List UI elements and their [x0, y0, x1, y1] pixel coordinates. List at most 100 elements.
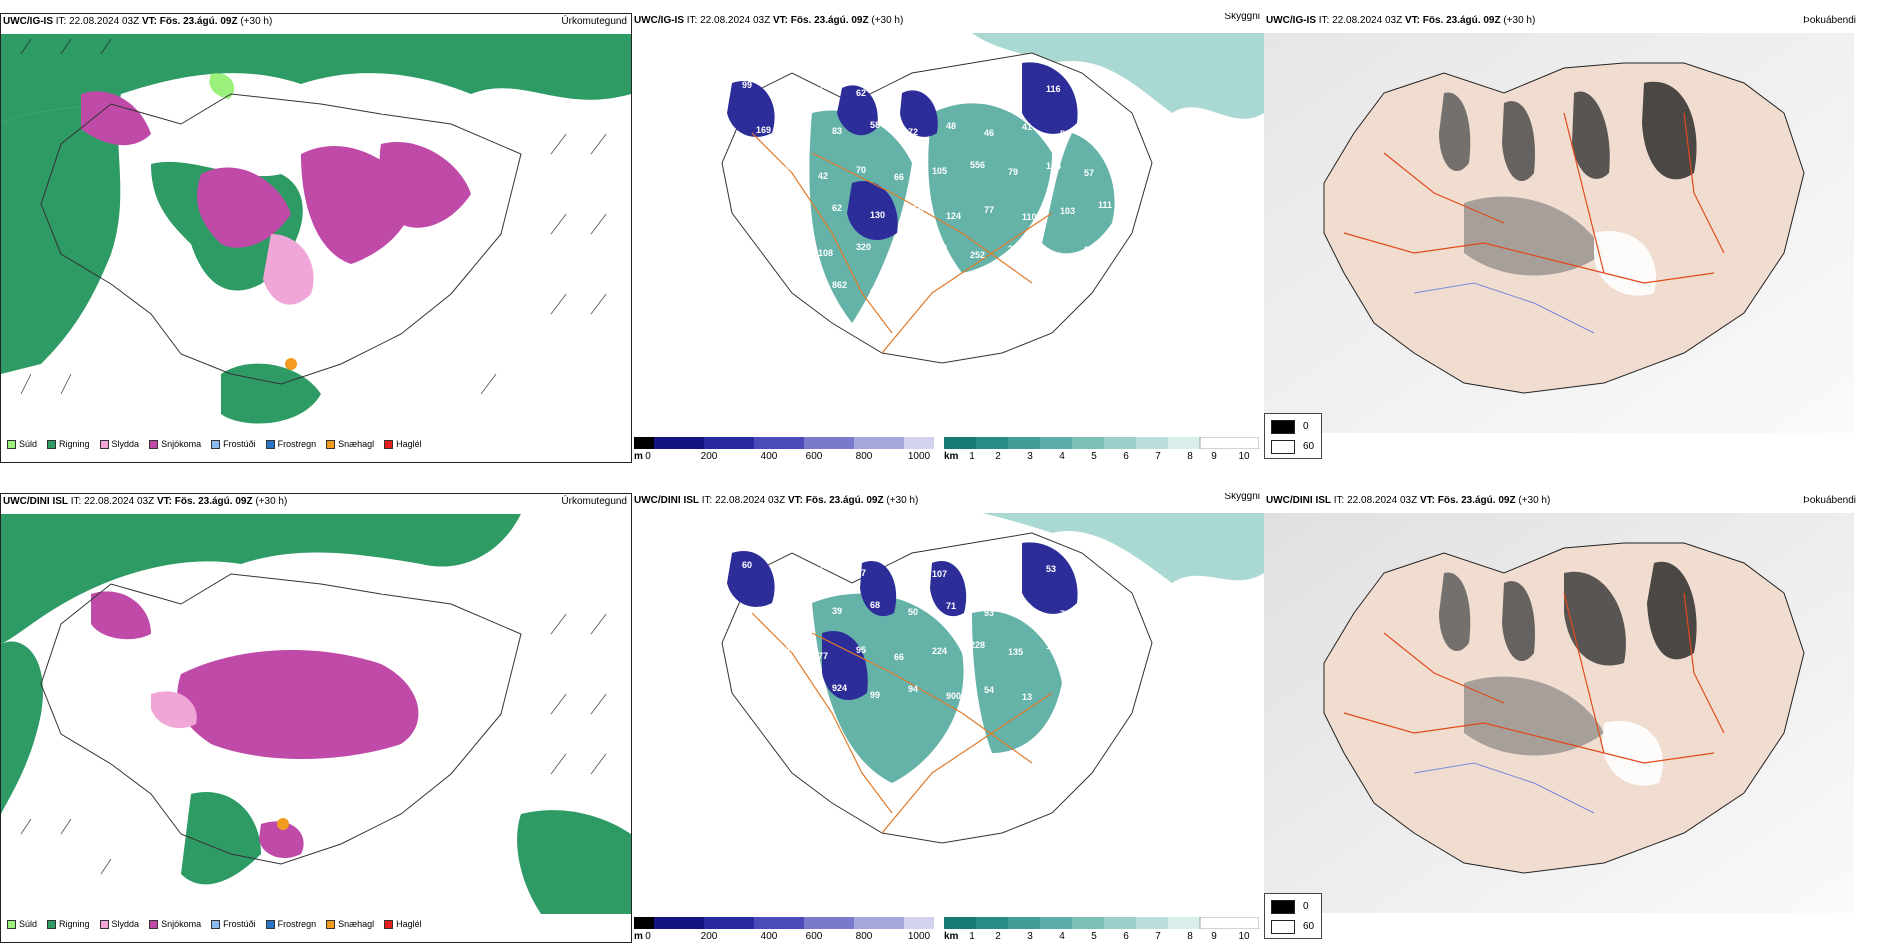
legend-swatch — [326, 439, 336, 449]
precip-type-legend: Súld Rigning Slydda Snjókoma Frostúði Fr… — [7, 439, 422, 449]
cloud-base-label: 317 — [794, 689, 809, 699]
cloud-base-label: 66 — [894, 652, 904, 662]
cloud-base-label: 79 — [1060, 609, 1070, 619]
precip-type-map — [1, 34, 631, 434]
cloud-base-label: 71 — [946, 601, 956, 611]
cloud-base-label: 53 — [1046, 564, 1056, 574]
cloud-base-label: 85 — [946, 288, 956, 298]
cloud-base-label: 46 — [984, 128, 994, 138]
cloud-base-label: 56 — [894, 562, 904, 572]
legend-swatch — [47, 919, 57, 929]
legend-item: Súld — [7, 439, 37, 449]
cloud-base-label: 53 — [780, 87, 790, 97]
cloud-base-label: 224 — [932, 646, 947, 656]
valid-time: Fös. 23.ágú. 09Z — [805, 495, 884, 506]
cloud-base-label: 153 — [1060, 283, 1075, 293]
cloud-base-label: 41 — [1022, 602, 1032, 612]
lead-time: (+30 h) — [1518, 495, 1551, 506]
fog-index-panel-top: UWC/IG-IS IT: 22.08.2024 03Z VT: Fös. 23… — [1264, 13, 1900, 463]
cloud-base-label: 124 — [946, 211, 961, 221]
colorbar-gradient — [944, 436, 1260, 450]
cloud-base-label: 264 — [1046, 251, 1061, 261]
legend-item: Slydda — [99, 439, 139, 449]
legend-item: Haglél — [384, 439, 422, 449]
valid-time: Fös. 23.ágú. 09Z — [159, 16, 238, 27]
cloud-base-label: 237 — [794, 132, 809, 142]
cloud-base-label: 320 — [856, 242, 871, 252]
cloud-base-label: 72 — [908, 127, 918, 137]
fog-index-panel-bottom: UWC/DINI ISL IT: 22.08.2024 03Z VT: Fös.… — [1264, 493, 1900, 943]
cloud-base-label: 262 — [1084, 245, 1099, 255]
cloud-base-label: 77 — [984, 205, 994, 215]
cloud-base-label: 104 — [1046, 161, 1061, 171]
model-name: UWC/IG-IS — [634, 15, 684, 26]
valid-time: Fös. 23.ágú. 09Z — [1422, 15, 1501, 26]
cloud-base-label: 93 — [984, 608, 994, 618]
cloud-base-label: 51 — [794, 612, 804, 622]
cloud-base-label: 116 — [1046, 84, 1061, 94]
cloud-base-label: 111 — [1098, 200, 1112, 210]
cloud-base-label: 156 — [908, 204, 923, 214]
model-name: UWC/DINI ISL — [1266, 495, 1331, 506]
cloud-base-label: 57 — [1008, 570, 1018, 580]
legend-item: Haglél — [384, 919, 422, 929]
legend-swatch — [211, 919, 221, 929]
cloud-base-label: 45 — [756, 605, 766, 615]
legend-item: Snjókoma — [149, 919, 201, 929]
cloud-base-label: 95 — [932, 89, 942, 99]
legend-item: Frostregn — [265, 439, 316, 449]
init-time: 22.08.2024 03Z — [1347, 495, 1418, 506]
cloud-base-label: 165 — [780, 241, 795, 251]
model-name: UWC/IG-IS — [1266, 15, 1316, 26]
legend-item: Frostúði — [211, 439, 256, 449]
precip-type-map — [1, 514, 631, 914]
cloud-base-label: 52 — [984, 282, 994, 292]
cloud-base-label: 129 — [742, 247, 757, 257]
cloud-base-label: 58 — [794, 209, 804, 219]
cloud-base-label: 52 — [1060, 129, 1070, 139]
init-time: 22.08.2024 03Z — [69, 16, 140, 27]
fog-legend: 0 60 — [1264, 893, 1322, 939]
legend-swatch — [1271, 420, 1295, 434]
legend-swatch — [149, 919, 159, 929]
cloud-base-label: 66 — [894, 82, 904, 92]
legend-item: Snæhagl — [326, 919, 374, 929]
cloud-base-label: 93 — [1098, 680, 1108, 690]
init-time: 22.08.2024 03Z — [1332, 15, 1403, 26]
cloud-base-label: 17 — [742, 727, 752, 737]
lead-time: (+30 h) — [871, 15, 904, 26]
cloud-base-label: 107 — [932, 569, 947, 579]
lead-time: (+30 h) — [255, 496, 288, 507]
cloud-base-label: 62 — [1098, 603, 1108, 613]
cloud-base-label: 83 — [832, 126, 842, 136]
legend-swatch — [211, 439, 221, 449]
cloud-base-label: 75 — [742, 650, 752, 660]
valid-time: Fös. 23.ágú. 09Z — [174, 496, 253, 507]
cloud-base-label: 62 — [780, 164, 790, 174]
colorbar-gradient — [634, 437, 934, 449]
legend-item: Rigning — [47, 919, 90, 929]
cloud-base-label: 99 — [870, 690, 880, 700]
model-name: UWC/IG-IS — [3, 16, 53, 27]
cloud-base-label: 108 — [818, 248, 833, 258]
legend-swatch — [384, 919, 394, 929]
legend-swatch — [384, 439, 394, 449]
legend-item: Súld — [7, 919, 37, 929]
cloud-base-label: 70 — [856, 165, 866, 175]
legend-item: Slydda — [99, 919, 139, 929]
legend-item: Frostúði — [211, 919, 256, 929]
colorbar-unit: m — [634, 931, 643, 942]
colorbar-unit: m — [634, 451, 643, 462]
cloud-base-label: 62 — [856, 88, 866, 98]
lead-time: (+30 h) — [1503, 15, 1536, 26]
cloud-base-label: 77 — [818, 651, 828, 661]
cloud-base-label: 135 — [1008, 647, 1023, 657]
fog-index-map — [1264, 513, 1854, 913]
legend-swatch — [1271, 440, 1295, 454]
cloud-base-label: 160 — [1060, 686, 1075, 696]
cloud-base-label: 37 — [1022, 289, 1032, 299]
cloud-base-label: 58 — [818, 561, 828, 571]
cloud-visibility-panel-top: UWC/IG-IS IT: 22.08.2024 03Z VT: Fös. 23… — [632, 13, 1264, 463]
colorbar-gradient — [944, 916, 1260, 930]
